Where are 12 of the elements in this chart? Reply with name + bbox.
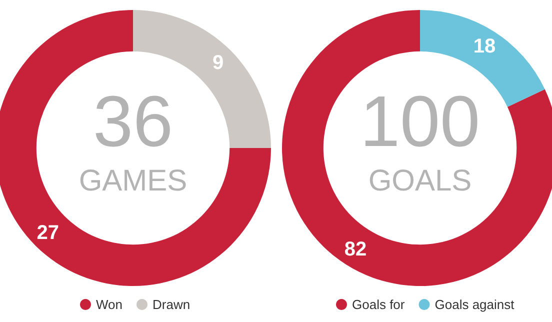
legend-label: Won [96,297,122,312]
legend-label: Goals against [434,297,515,312]
data-label: 82 [344,238,367,261]
text: 100 [360,82,480,162]
data-label: 27 [36,222,60,244]
data-label: 9 [212,52,224,74]
data-label: 18 [473,35,496,58]
text: GOALS [368,164,472,198]
text: GAMES [78,164,188,198]
legend-label: Drawn [152,297,190,312]
legend-label: Goals for [352,297,406,312]
text: 36 [92,82,174,162]
